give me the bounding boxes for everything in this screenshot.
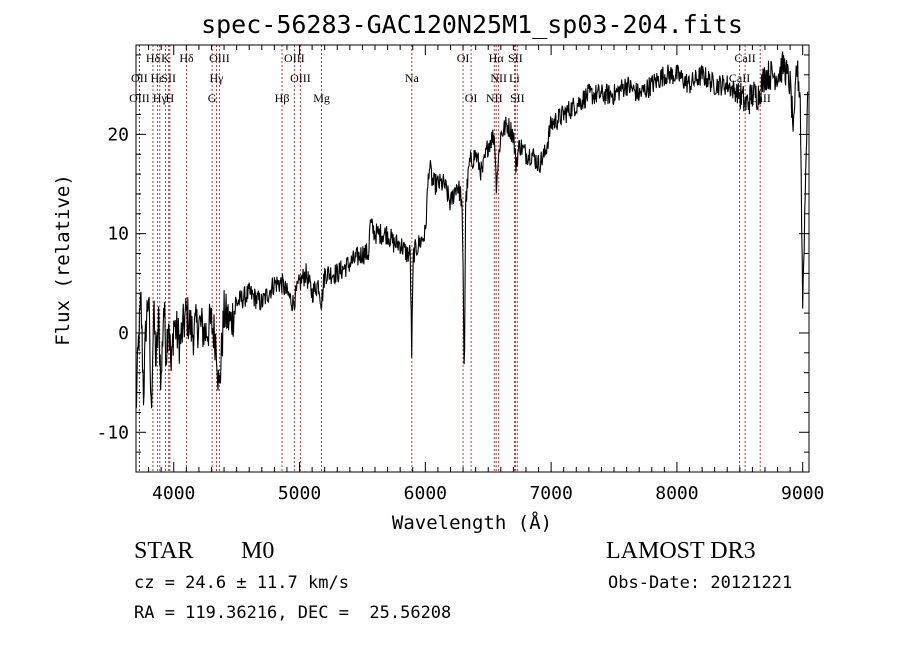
spectral-line-labels: HδOIIOIIIHεHγKSIIHHδGOIIIHγHβOIIIOIIIMgN… [129, 51, 771, 105]
redshift-text: cz = 24.6 ± 11.7 km/s [134, 573, 349, 593]
line-label: Na [405, 71, 420, 85]
line-label: H [166, 91, 175, 105]
line-label: Hα [489, 51, 505, 65]
line-label: Hδ [179, 51, 194, 65]
y-tick-label: -10 [96, 422, 129, 443]
object-subclass: M0 [241, 538, 275, 564]
line-label: CaII [729, 71, 750, 85]
line-label: NII [490, 71, 507, 85]
line-label: Hγ [153, 91, 168, 105]
x-tick-label: 7000 [529, 483, 572, 504]
line-label: SII [508, 51, 523, 65]
x-tick-label: 6000 [404, 483, 447, 504]
object-class: STAR [134, 538, 194, 564]
line-label: Hγ [210, 71, 225, 85]
survey-name: LAMOST DR3 [606, 538, 756, 564]
y-tick-label: 10 [107, 224, 129, 245]
spectrum-line [135, 51, 809, 409]
plot-frame [135, 44, 810, 473]
line-label: SII [161, 71, 176, 85]
line-label: Mg [313, 91, 330, 105]
line-label: CaII [734, 51, 755, 65]
line-label: OII [131, 71, 148, 85]
line-label: Hβ [275, 91, 290, 105]
observation-date: Obs-Date: 20121221 [608, 573, 793, 593]
line-label: OIII [290, 71, 311, 85]
line-label: OI [465, 91, 478, 105]
line-label: SII [510, 91, 525, 105]
x-tick-label: 5000 [278, 483, 321, 504]
line-label: OIII [284, 51, 305, 65]
line-label: OIII [129, 91, 150, 105]
x-axis-label: Wavelength (Å) [392, 511, 552, 534]
chart-title: spec-56283-GAC120N25M1_sp03-204.fits [201, 10, 743, 39]
x-tick-label: 4000 [152, 483, 195, 504]
x-tick-label: 8000 [655, 483, 698, 504]
y-axis-ticks: -10 0 10 20 [96, 54, 809, 473]
line-label: OI [457, 51, 470, 65]
line-label: K [161, 51, 170, 65]
y-tick-label: 0 [118, 323, 129, 344]
x-tick-label: 9000 [781, 483, 824, 504]
line-label: NII [486, 91, 503, 105]
coordinates-text: RA = 119.36216, DEC = 25.56208 [134, 603, 452, 623]
spectral-line-markers [138, 45, 761, 472]
line-label: Hε [151, 71, 165, 85]
line-label: G [208, 91, 217, 105]
line-label: OIII [209, 51, 230, 65]
y-axis-label: Flux (relative) [52, 174, 74, 346]
x-axis-ticks: 4000 5000 6000 7000 8000 9000 [135, 45, 824, 504]
y-tick-label: 20 [107, 124, 129, 145]
line-label: Hδ [146, 51, 161, 65]
line-label: Li [509, 71, 520, 85]
